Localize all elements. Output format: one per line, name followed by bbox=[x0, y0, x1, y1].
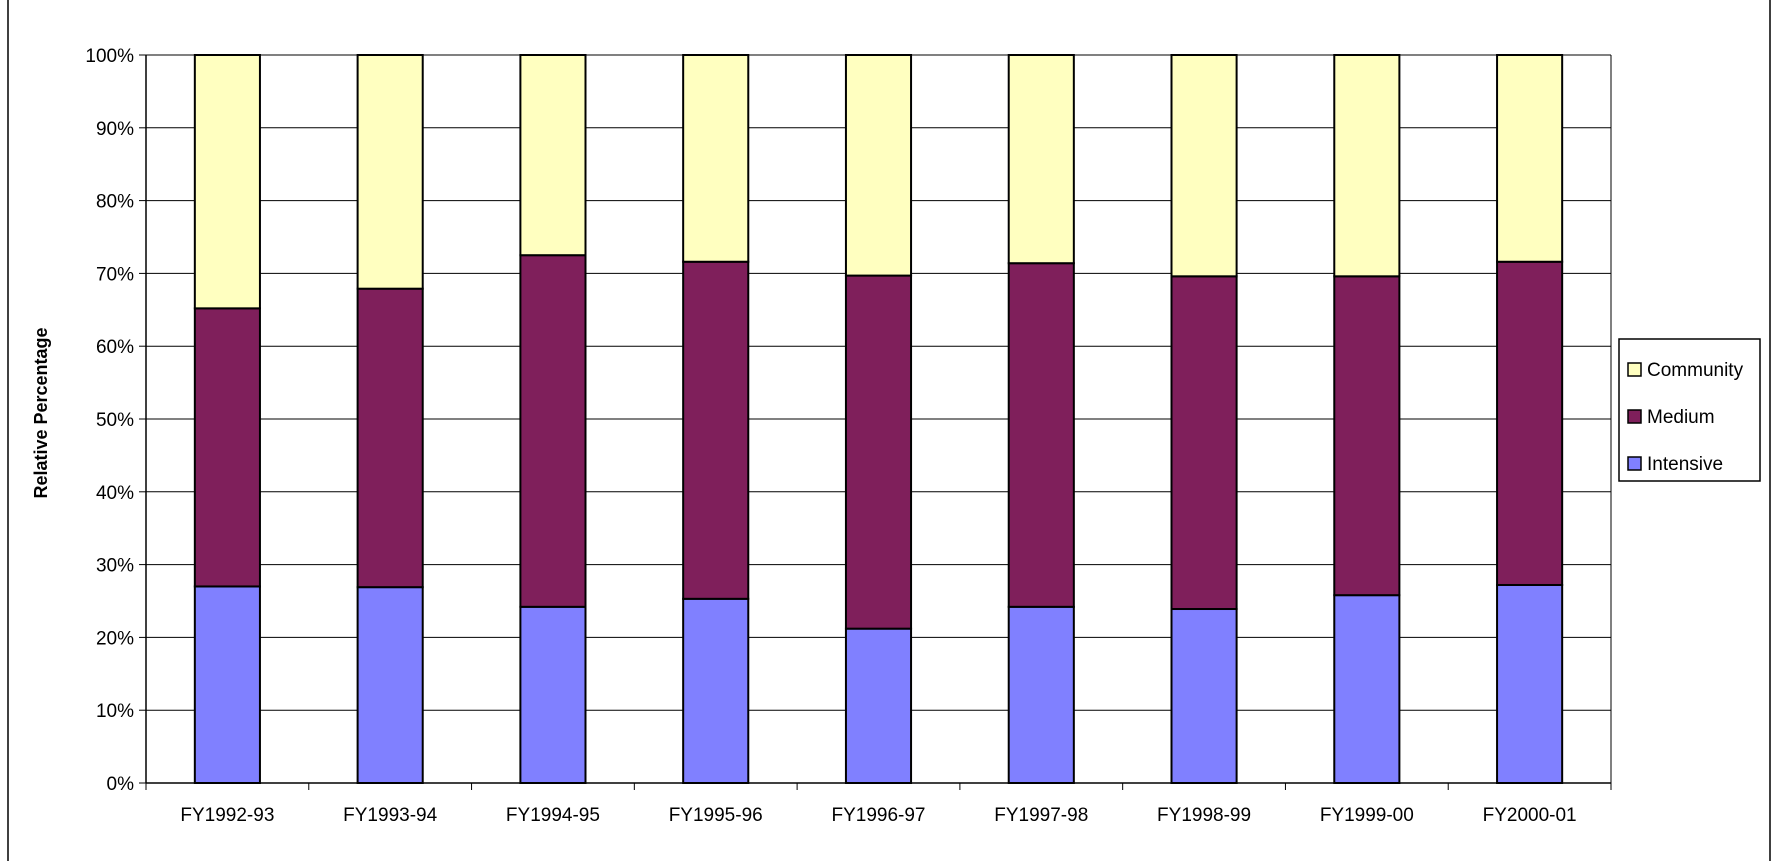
bar-segment-medium bbox=[682, 260, 750, 600]
legend-swatch-medium bbox=[1627, 409, 1642, 424]
bar-segment-community bbox=[1496, 54, 1564, 263]
y-tick-label: 60% bbox=[96, 337, 134, 358]
bar-segment-community bbox=[682, 54, 750, 263]
bar-segment-medium bbox=[1496, 260, 1564, 586]
bar-segment-medium bbox=[193, 307, 261, 588]
bar-segment-medium bbox=[844, 274, 913, 630]
x-tick-labels: FY1992-93 FY1993-94 FY1994-95 FY1995-96 FY19… bbox=[180, 805, 1576, 826]
y-tick-label: 100% bbox=[85, 46, 134, 67]
y-tick-label: 90% bbox=[96, 119, 134, 140]
bar-segment-medium bbox=[1170, 275, 1238, 611]
bar-segment-intensive bbox=[1333, 594, 1401, 785]
legend-swatch-community bbox=[1627, 362, 1642, 377]
bars bbox=[193, 54, 1564, 785]
legend-label-community: Community bbox=[1647, 360, 1744, 381]
y-tick-label: 30% bbox=[96, 556, 134, 577]
bar-segment-intensive bbox=[1170, 608, 1238, 784]
bar-segment-community bbox=[193, 54, 261, 310]
bar-segment-intensive bbox=[1007, 605, 1075, 784]
bar-segment-intensive bbox=[844, 627, 913, 784]
x-tick-label: FY1998-99 bbox=[1157, 805, 1251, 826]
bar-segment-community bbox=[1007, 54, 1075, 265]
axes bbox=[145, 55, 1612, 790]
y-tick-labels: 0% 10% 20% 30% 40% 50% 60% 70% 80% 90% 100% bbox=[85, 46, 134, 795]
y-tick-label: 0% bbox=[107, 774, 135, 795]
legend-label-intensive: Intensive bbox=[1647, 454, 1723, 475]
bar-segment-community bbox=[844, 54, 913, 277]
legend-box bbox=[1618, 338, 1761, 482]
x-tick-label: FY1996-97 bbox=[831, 805, 925, 826]
bar-segment-medium bbox=[1333, 275, 1401, 597]
x-tick-label: FY2000-01 bbox=[1483, 805, 1577, 826]
legend-swatch-intensive bbox=[1627, 456, 1642, 471]
x-tick-label: FY1992-93 bbox=[180, 805, 274, 826]
x-tick-label: FY1994-95 bbox=[506, 805, 600, 826]
x-tick-label: FY1993-94 bbox=[343, 805, 437, 826]
y-tick-label: 80% bbox=[96, 192, 134, 213]
bar-segment-intensive bbox=[519, 605, 587, 784]
bar-segment-community bbox=[1333, 54, 1401, 278]
bar-segment-medium bbox=[519, 254, 587, 608]
y-tick-label: 10% bbox=[96, 701, 134, 722]
y-tick-label: 40% bbox=[96, 483, 134, 504]
bar-segment-intensive bbox=[682, 597, 750, 784]
legend: Community Medium Intensive bbox=[1618, 338, 1761, 482]
bar-segment-community bbox=[519, 54, 587, 257]
bar-segment-intensive bbox=[356, 586, 424, 785]
legend-label-medium: Medium bbox=[1647, 407, 1715, 428]
bar-segment-community bbox=[356, 54, 424, 290]
y-tick-label: 50% bbox=[96, 410, 134, 431]
x-tick-label: FY1997-98 bbox=[994, 805, 1088, 826]
x-tick-label: FY1995-96 bbox=[669, 805, 763, 826]
x-tick-label: FY1999-00 bbox=[1320, 805, 1414, 826]
bar-segment-community bbox=[1170, 54, 1238, 278]
y-tick-label: 70% bbox=[96, 264, 134, 285]
y-axis-title: Relative Percentage bbox=[31, 327, 51, 498]
bar-segment-intensive bbox=[193, 585, 261, 784]
bar-segment-medium bbox=[356, 287, 424, 589]
y-tick-label: 20% bbox=[96, 628, 134, 649]
bar-segment-medium bbox=[1007, 262, 1075, 608]
bar-segment-intensive bbox=[1496, 583, 1564, 785]
